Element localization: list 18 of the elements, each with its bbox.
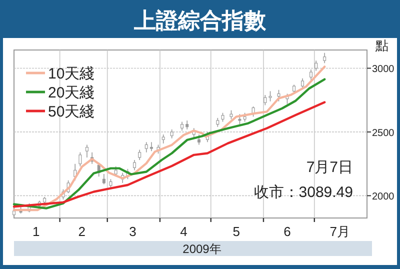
x-tick-label: 7月	[330, 224, 350, 239]
y-tick-label: 3000	[372, 64, 395, 76]
legend-label: 20天綫	[48, 84, 95, 102]
x-tick-label: 5	[232, 224, 240, 239]
annotation: 收市：3089.49	[254, 184, 353, 201]
y-axis-title: 點	[374, 38, 388, 53]
x-axis-title: 2009年	[182, 242, 222, 256]
y-tick-label: 2000	[372, 192, 395, 203]
x-tick-label: 2	[78, 224, 86, 239]
y-tick-label: 2500	[372, 128, 395, 139]
legend-label: 10天綫	[48, 66, 95, 82]
chart-title: 上證綜合指數	[133, 8, 267, 33]
x-tick-label: 4	[180, 224, 188, 239]
annotation: 7月7日	[306, 159, 353, 176]
legend-label: 50天綫	[48, 104, 95, 120]
x-tick-label: 3	[129, 224, 136, 239]
x-tick-label: 6	[284, 224, 291, 239]
x-tick-label: 1	[32, 224, 40, 239]
